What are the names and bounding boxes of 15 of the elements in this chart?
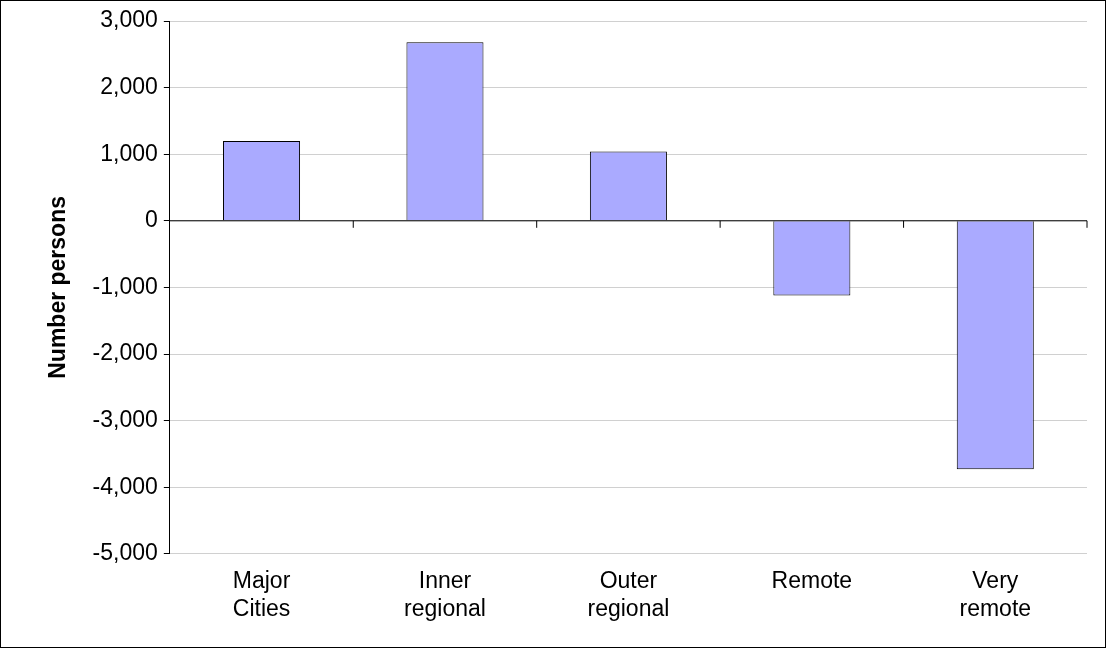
y-tick-label: 3,000: [100, 6, 158, 33]
y-tick-label: -1,000: [92, 272, 158, 299]
x-tick-label: Major Cities: [232, 566, 291, 621]
y-tick-label: 1,000: [100, 139, 158, 166]
y-tick-label: -4,000: [92, 472, 158, 499]
x-tick-label: Outer regional: [587, 566, 670, 621]
y-tick-label: -2,000: [92, 339, 158, 366]
y-tick-label: -5,000: [92, 539, 158, 566]
x-tick-label: Remote: [771, 566, 853, 593]
y-axis-title: Number persons: [44, 196, 71, 379]
y-tick-label: -3,000: [92, 405, 158, 432]
x-tick-label: Inner regional: [404, 566, 486, 621]
x-tick-label: Very remote: [959, 566, 1032, 621]
y-tick-label: 0: [145, 206, 158, 233]
y-tick-label: 2,000: [100, 72, 158, 99]
